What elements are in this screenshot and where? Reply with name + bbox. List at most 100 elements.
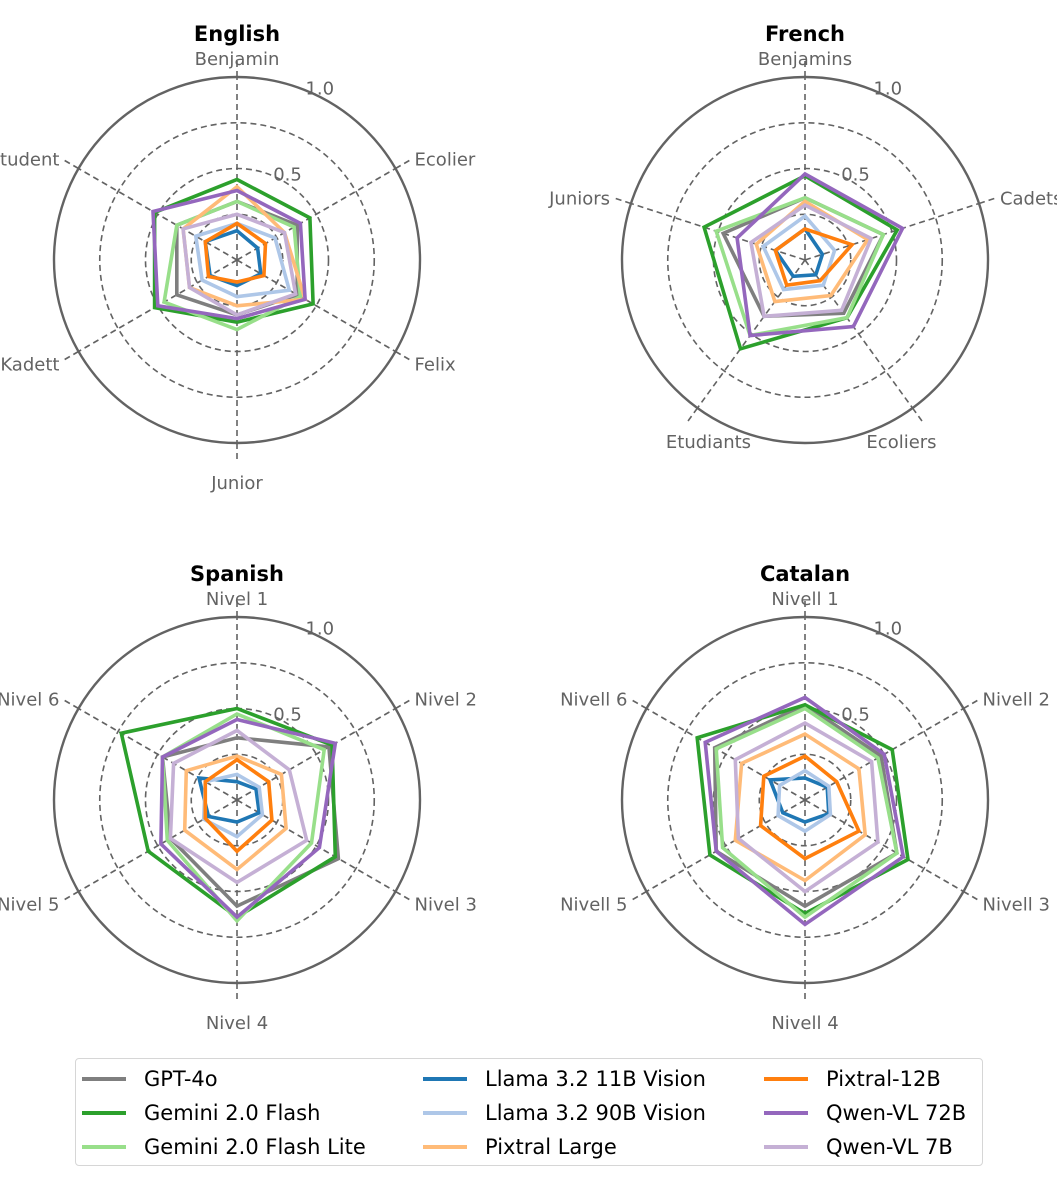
radar-grid-circle: [98, 661, 376, 939]
radar-spoke-extension: [978, 197, 995, 205]
radar-spoke-extension: [64, 159, 79, 170]
radar-panel-french: 0.5 1.0 Benjamins Cadets Ecoliers Etudiants Ju…: [548, 22, 1057, 453]
radar-axis-label: Ecoliers: [866, 432, 936, 453]
series-polygon-llama-3-2-90b-vision: [193, 221, 292, 299]
legend-item: Pixtral Large: [423, 1133, 617, 1161]
radar-frame-circle: [52, 615, 422, 985]
legend-item: Qwen-VL 72B: [764, 1099, 966, 1127]
radar-axis-label: Nivel 1: [206, 589, 268, 610]
radar-axis-label: Nivel 3: [415, 895, 477, 916]
legend-label: Gemini 2.0 Flash Lite: [144, 1135, 366, 1159]
radar-axis-label: Nivell 1: [771, 589, 838, 610]
series-polygon-qwen-vl-7b: [749, 203, 874, 319]
radar-frame-circle: [620, 615, 990, 985]
radar-spoke-extension: [963, 699, 978, 710]
series-polygon-llama-3-2-11b-vision: [196, 775, 262, 824]
radar-grid-circle: [666, 121, 944, 399]
series-polygon-qwen-vl-7b: [168, 728, 309, 885]
radar-axis-label: Nivel 5: [0, 895, 59, 916]
legend-label: Pixtral Large: [485, 1135, 617, 1159]
radar-grid-circle: [666, 661, 944, 939]
radar-spoke-extension: [615, 197, 632, 205]
legend-swatch: [764, 1111, 808, 1115]
legend-item: Pixtral-12B: [764, 1065, 941, 1093]
radar-axis-label: Nivell 5: [560, 895, 627, 916]
legend-swatch: [82, 1077, 126, 1081]
radar-tick-label: 1.0: [305, 619, 334, 640]
legend-swatch: [82, 1145, 126, 1149]
radar-axis-label: Benjamin: [195, 49, 280, 70]
radar-panel-english: 0.5 1.0 Benjamin Ecolier Felix Junior Kadett St…: [0, 22, 476, 494]
radar-frame-circle: [52, 75, 422, 445]
radar-axis-label: Nivell 2: [983, 690, 1050, 711]
radar-axis-label: Etudiants: [666, 432, 751, 453]
radar-spoke-extension: [395, 699, 410, 710]
legend-label: Pixtral-12B: [826, 1067, 941, 1091]
series-polygon-pixtral-large: [733, 732, 868, 883]
legend-item: Llama 3.2 90B Vision: [423, 1099, 706, 1127]
radar-title: English: [194, 22, 280, 46]
radar-axis-label: Juniors: [548, 189, 610, 210]
radar-grid-circle: [98, 121, 376, 399]
legend-swatch: [82, 1111, 126, 1115]
series-polygon-pixtral-large: [182, 754, 288, 872]
legend-label: Llama 3.2 11B Vision: [485, 1067, 706, 1091]
radar-grid-circle: [144, 167, 330, 353]
legend-item: Qwen-VL 7B: [764, 1133, 953, 1161]
radar-axis-label: Benjamins: [758, 49, 852, 70]
radar-title: Spanish: [190, 562, 284, 586]
radar-axis-label: Student: [0, 150, 59, 171]
radar-title: French: [765, 22, 845, 46]
radar-panel-spanish: 0.5 1.0 Nivel 1 Nivel 2 Nivel 3 Nivel 4 Nivel …: [0, 562, 477, 1034]
legend-swatch: [423, 1077, 467, 1081]
radar-axis-label: Nivell 3: [983, 895, 1050, 916]
legend-label: GPT-4o: [144, 1067, 218, 1091]
series-polygon-llama-3-2-90b-vision: [776, 768, 833, 834]
radar-spoke-extension: [632, 699, 647, 710]
radar-spoke-extension: [963, 890, 978, 901]
series-polygon-qwen-vl-72b: [159, 717, 338, 920]
radar-spoke-extension: [632, 890, 647, 901]
series-polygon-llama-3-2-90b-vision: [760, 213, 837, 292]
radar-spoke: [236, 707, 396, 801]
radar-axis-label: Cadets: [1000, 189, 1057, 210]
series-polygon-gemini-2-0-flash-lite: [714, 706, 899, 920]
radar-tick-label: 0.5: [841, 164, 870, 185]
radar-axis-label: Felix: [415, 355, 456, 376]
radar-panel-catalan: 0.5 1.0 Nivell 1 Nivell 2 Nivell 3 Nivell 4 Ni…: [560, 562, 1050, 1034]
radar-grid-circle: [712, 167, 898, 353]
radar-spoke-extension: [64, 699, 79, 710]
radar-tick-label: 1.0: [873, 619, 902, 640]
radar-spoke: [236, 167, 396, 261]
series-polygon-qwen-vl-7b: [733, 721, 880, 894]
radar-axis-label: Nivel 6: [0, 690, 59, 711]
series-polygon-pixtral-12b: [203, 757, 274, 854]
radar-spoke-extension: [395, 890, 410, 901]
radar-spoke-extension: [395, 159, 410, 170]
series-polygon-pixtral-12b: [203, 221, 268, 284]
series-polygon-qwen-vl-72b: [735, 171, 905, 338]
chart-legend: GPT-4o Gemini 2.0 Flash Gemini 2.0 Flash…: [75, 1058, 983, 1166]
radar-tick-label: 0.5: [273, 704, 302, 725]
series-polygon-gemini-2-0-flash-lite: [713, 195, 886, 338]
radar-tick-label: 1.0: [873, 79, 902, 100]
radar-spoke-extension: [64, 890, 79, 901]
radar-axis-label: Ecolier: [415, 150, 476, 171]
radar-spoke: [78, 799, 238, 893]
radar-spoke-extension: [395, 350, 410, 361]
radar-tick-label: 0.5: [273, 164, 302, 185]
radar-axis-label: Nivell 6: [560, 690, 627, 711]
legend-item: Llama 3.2 11B Vision: [423, 1065, 706, 1093]
radar-axis-label: Nivell 4: [771, 1013, 838, 1034]
radar-spoke-extension: [911, 407, 923, 422]
legend-label: Qwen-VL 7B: [826, 1135, 953, 1159]
series-polygon-qwen-vl-7b: [181, 212, 298, 317]
legend-label: Llama 3.2 90B Vision: [485, 1101, 706, 1125]
legend-swatch: [764, 1145, 808, 1149]
legend-swatch: [423, 1145, 467, 1149]
legend-item: Gemini 2.0 Flash: [82, 1099, 320, 1127]
radar-spoke-extension: [64, 350, 79, 361]
radar-axis-label: Kadett: [0, 355, 59, 376]
series-polygon-gemini-2-0-flash: [695, 702, 910, 916]
